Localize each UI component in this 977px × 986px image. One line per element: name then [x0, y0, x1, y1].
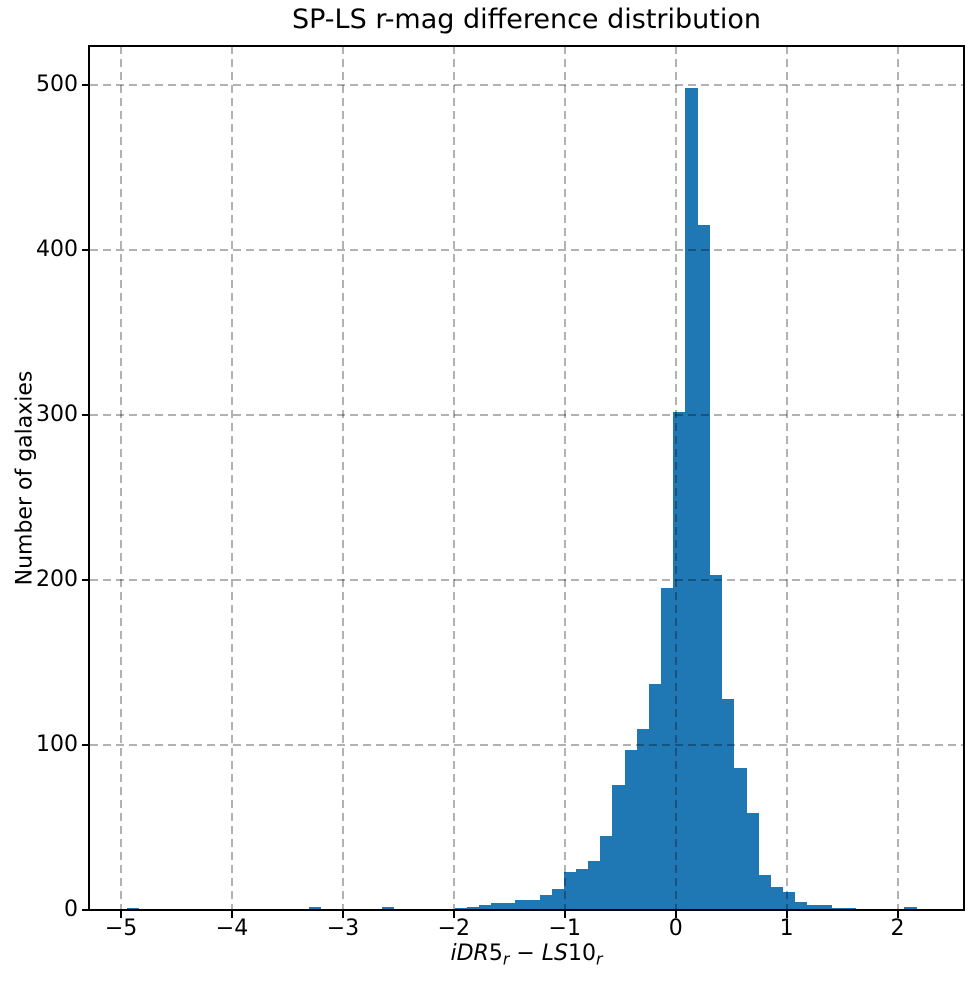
histogram-bar [697, 225, 711, 910]
x-axis-label-part: − [509, 941, 542, 966]
histogram-bar [491, 903, 504, 910]
histogram-bar [624, 749, 638, 910]
histogram-bar [527, 900, 541, 910]
histogram-bar [782, 891, 796, 910]
x-tick-mark [230, 910, 233, 918]
x-tick-mark [896, 910, 899, 918]
plot-area [90, 46, 963, 910]
histogram-bar [758, 875, 771, 910]
x-tick-mark [120, 910, 123, 918]
gridline-x [120, 46, 123, 910]
gridline-y [90, 578, 963, 581]
histogram-bar [600, 835, 613, 910]
gridline-x [563, 46, 566, 910]
spine-top [88, 45, 965, 47]
gridline-y [90, 743, 963, 746]
spine-bottom [88, 909, 965, 911]
gridline-x [896, 46, 899, 910]
y-tick-mark [82, 413, 90, 416]
histogram-bar [576, 868, 589, 910]
x-tick-label: −4 [215, 916, 249, 941]
y-tick-label: 100 [36, 731, 78, 757]
histogram-bar [721, 698, 735, 910]
x-tick-mark [563, 910, 566, 918]
histogram-bar [466, 906, 480, 910]
x-tick-mark [452, 910, 455, 918]
x-tick-label: 2 [890, 916, 905, 941]
histogram-bar [381, 906, 395, 910]
spine-left [88, 45, 90, 911]
histogram-bar [661, 588, 674, 910]
x-axis-label-part: r [502, 949, 510, 969]
y-tick-mark [82, 248, 90, 251]
x-tick-label: −1 [548, 916, 581, 941]
y-tick-label: 400 [36, 236, 78, 262]
histogram-bar [563, 872, 577, 910]
y-tick-label: 200 [36, 566, 78, 592]
x-tick-mark [785, 910, 788, 918]
histogram-bar [903, 906, 917, 910]
histogram-bar [478, 905, 492, 910]
histogram-bar [308, 906, 322, 910]
histogram-bar [551, 888, 565, 910]
histogram-bar [673, 411, 686, 910]
x-tick-label: 1 [779, 916, 794, 941]
histogram-bar [503, 903, 516, 910]
gridline-x [452, 46, 455, 910]
y-tick-label: 0 [64, 897, 78, 922]
x-tick-label: −2 [437, 916, 471, 941]
x-axis-label-part: iDR [450, 941, 489, 966]
histogram-bar [515, 900, 528, 910]
histogram-bar [818, 905, 832, 910]
gridline-x [230, 46, 233, 910]
y-tick-mark [82, 909, 90, 911]
gridline-y [90, 83, 963, 86]
gridline-y [90, 248, 963, 251]
histogram-bar [733, 768, 747, 910]
gridline-x [341, 46, 344, 910]
y-tick-label: 300 [36, 401, 78, 427]
histogram-bar [806, 905, 820, 910]
histogram-bar [648, 683, 662, 910]
histogram-bar [770, 886, 783, 910]
y-tick-label: 500 [36, 71, 78, 97]
histogram-bar [636, 728, 650, 910]
gridline-y [90, 413, 963, 416]
x-tick-label: −5 [104, 916, 138, 941]
histogram-bar [685, 88, 698, 910]
x-tick-label: 0 [668, 916, 683, 941]
y-tick-mark [82, 83, 90, 86]
histogram-bar [746, 812, 759, 910]
histogram-bar [612, 784, 626, 910]
y-tick-mark [82, 578, 90, 581]
y-tick-mark [82, 743, 90, 746]
x-tick-label: −3 [326, 916, 360, 941]
x-axis-label: iDR5r − LS10r [90, 941, 963, 968]
x-axis-label-part: 10 [568, 941, 596, 966]
x-tick-mark [341, 910, 344, 918]
chart-title: SP-LS r-mag difference distribution [291, 4, 761, 35]
histogram-bar [588, 860, 601, 910]
histogram-bar [709, 575, 723, 910]
histogram-bar [794, 901, 808, 910]
x-axis-label-part: LS [541, 941, 568, 966]
x-tick-mark [674, 910, 677, 918]
spine-right [963, 45, 965, 911]
gridline-x [785, 46, 788, 910]
histogram-bar [539, 895, 553, 910]
x-axis-label-part: 5 [488, 941, 503, 966]
x-axis-label-part: r [596, 949, 603, 969]
gridline-x [674, 46, 677, 910]
